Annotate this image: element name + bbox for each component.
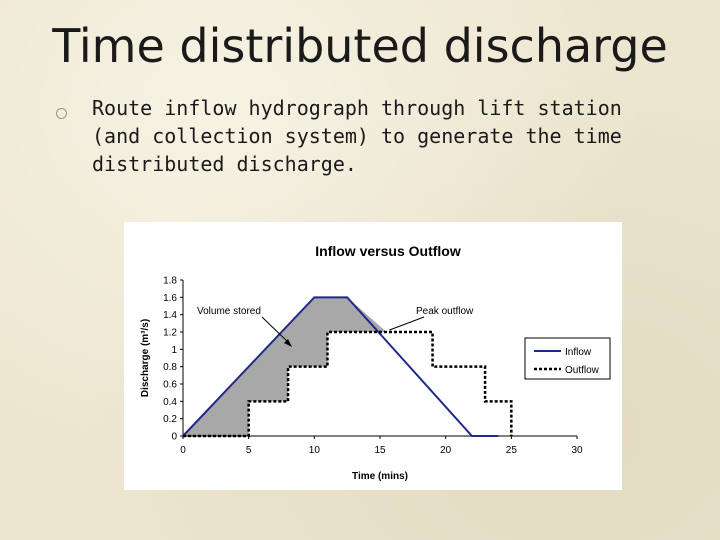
- legend-outflow-label: Outflow: [565, 365, 600, 376]
- x-tick-label: 20: [440, 445, 452, 456]
- inflow-outflow-chart: 0 0.2 0.4 0.6 0.8 1 1.2 1.4 1.6 1.8 0 5 10 15 20 25 30 In…: [140, 243, 611, 482]
- chart-panel: 0 0.2 0.4 0.6 0.8 1 1.2 1.4 1.6 1.8 0 5 10 15 20 25 30 In…: [124, 222, 622, 490]
- bullet-marker-icon: [56, 108, 67, 119]
- y-tick-label: 1.8: [163, 276, 177, 287]
- inflow-line: [182, 296, 499, 437]
- annotation-pointer-line: [389, 316, 425, 331]
- annotation-volume-stored: Volume stored: [197, 306, 261, 317]
- legend-inflow-label: Inflow: [565, 347, 592, 358]
- x-tick-label: 25: [506, 445, 518, 456]
- y-tick-label: 1: [171, 345, 177, 356]
- x-tick-label: 30: [571, 445, 583, 456]
- y-axis-title: Discharge (m³/s): [140, 319, 151, 397]
- y-tick-label: 0.2: [163, 414, 177, 425]
- outflow-line: [183, 330, 513, 438]
- x-tick-label: 15: [374, 445, 386, 456]
- volume-stored-area: [183, 297, 387, 436]
- annotation-arrowhead-icon: [284, 339, 292, 347]
- x-tick-label: 10: [309, 445, 321, 456]
- bullet-text: Route inflow hydrograph through lift sta…: [92, 96, 622, 176]
- y-tick-label: 1.2: [163, 328, 177, 339]
- annotation-arrow-line: [261, 316, 291, 345]
- slide-title: Time distributed discharge: [52, 19, 668, 73]
- x-tick-label: 5: [246, 445, 252, 456]
- x-tick-label: 0: [180, 445, 186, 456]
- annotation-peak-outflow: Peak outflow: [416, 306, 474, 317]
- legend-box: [524, 337, 611, 380]
- x-axis-title: Time (mins): [352, 471, 408, 482]
- y-tick-label: 1.4: [163, 310, 177, 321]
- y-tick-label: 0.4: [163, 397, 177, 408]
- y-tick-label: 1.6: [163, 293, 177, 304]
- chart-title: Inflow versus Outflow: [315, 243, 461, 259]
- y-tick-label: 0.8: [163, 362, 177, 373]
- y-tick-label: 0: [171, 432, 177, 443]
- y-tick-label: 0.6: [163, 380, 177, 391]
